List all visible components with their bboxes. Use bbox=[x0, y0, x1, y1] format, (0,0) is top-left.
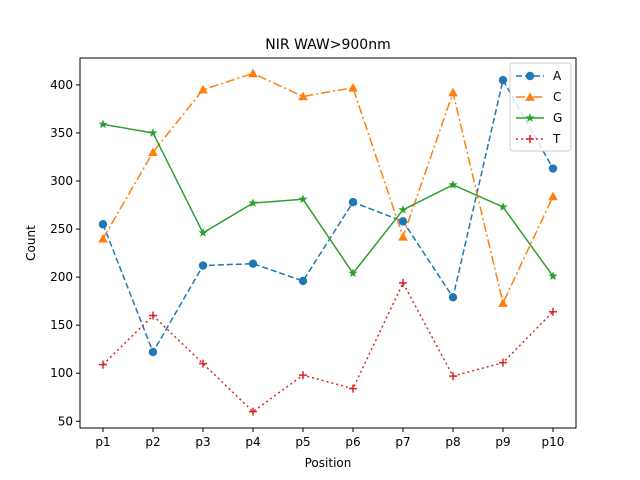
series-a bbox=[98, 75, 558, 357]
x-tick-label: p4 bbox=[245, 435, 260, 449]
y-tick-label: 200 bbox=[50, 270, 73, 284]
data-point bbox=[198, 84, 208, 94]
legend-entry: G bbox=[516, 111, 562, 125]
data-point bbox=[148, 128, 158, 137]
data-point bbox=[448, 87, 458, 97]
data-point bbox=[198, 261, 208, 270]
y-tick-label: 100 bbox=[50, 366, 73, 380]
data-point bbox=[498, 202, 508, 211]
data-point bbox=[349, 384, 357, 393]
data-point bbox=[498, 298, 508, 307]
data-point bbox=[548, 271, 558, 281]
data-point bbox=[499, 358, 507, 367]
y-tick-label: 50 bbox=[58, 414, 73, 428]
data-point bbox=[348, 268, 358, 278]
data-point bbox=[99, 360, 107, 369]
y-tick-label: 250 bbox=[50, 222, 73, 236]
x-tick-label: p6 bbox=[345, 435, 360, 449]
data-point bbox=[548, 191, 558, 201]
data-point bbox=[298, 276, 308, 286]
x-axis: p1 p2 p3 p4 p5 p6 p7 p8 p9 p10 bbox=[95, 428, 564, 449]
plot-frame bbox=[79, 57, 577, 429]
y-tick-label: 300 bbox=[50, 174, 73, 188]
series-line-a bbox=[102, 78, 554, 354]
legend-marker bbox=[525, 92, 535, 101]
series-line-t bbox=[102, 281, 554, 413]
data-point bbox=[248, 198, 258, 207]
x-tick-label: p10 bbox=[542, 435, 565, 449]
data-point bbox=[398, 217, 408, 226]
legend-entry: A bbox=[516, 69, 562, 83]
series-c bbox=[98, 68, 558, 307]
plot-area bbox=[98, 68, 558, 416]
data-point bbox=[448, 180, 458, 189]
data-point bbox=[149, 311, 157, 320]
data-point bbox=[299, 371, 307, 380]
legend-label: T bbox=[552, 132, 561, 146]
legend-marker bbox=[525, 71, 535, 81]
data-point bbox=[448, 293, 458, 302]
data-point bbox=[248, 68, 258, 78]
y-tick-label: 350 bbox=[50, 126, 73, 140]
data-point bbox=[249, 407, 257, 416]
legend-label: G bbox=[553, 111, 562, 125]
x-tick-label: p8 bbox=[445, 435, 460, 449]
data-point bbox=[98, 119, 108, 129]
legend-entry: C bbox=[516, 90, 561, 104]
series-t bbox=[99, 278, 557, 416]
data-point bbox=[298, 194, 308, 204]
data-point bbox=[549, 307, 557, 316]
data-point bbox=[399, 278, 407, 287]
x-tick-label: p5 bbox=[295, 435, 310, 449]
y-axis: 50 100 150 200 250 300 350 400 bbox=[50, 78, 80, 428]
data-point bbox=[348, 82, 358, 92]
y-tick-label: 400 bbox=[50, 78, 73, 92]
series-line-g bbox=[102, 123, 554, 277]
legend-marker bbox=[525, 113, 535, 122]
data-point bbox=[148, 147, 158, 157]
data-point bbox=[348, 197, 358, 207]
x-axis-label: Position bbox=[305, 456, 352, 470]
y-axis-label: Count bbox=[24, 225, 38, 261]
legend-label: A bbox=[553, 69, 562, 83]
data-point bbox=[498, 75, 508, 85]
data-point bbox=[449, 372, 457, 381]
data-point bbox=[199, 359, 207, 368]
data-point bbox=[98, 233, 108, 243]
legend-label: C bbox=[553, 90, 561, 104]
x-tick-label: p1 bbox=[95, 435, 110, 449]
legend-box bbox=[509, 62, 572, 152]
data-point bbox=[148, 347, 158, 357]
chart-title: NIR WAW>900nm bbox=[265, 37, 390, 53]
series-line-c bbox=[102, 72, 554, 306]
data-point bbox=[398, 231, 408, 241]
y-tick-label: 150 bbox=[50, 318, 73, 332]
data-point bbox=[298, 91, 308, 101]
x-tick-label: p2 bbox=[145, 435, 160, 449]
legend-entry: T bbox=[516, 132, 561, 146]
data-point bbox=[198, 228, 208, 237]
series-g bbox=[98, 119, 558, 281]
data-point bbox=[98, 220, 108, 229]
data-point bbox=[548, 164, 558, 173]
x-tick-label: p7 bbox=[395, 435, 410, 449]
x-tick-label: p3 bbox=[195, 435, 210, 449]
data-point bbox=[398, 205, 408, 214]
x-tick-label: p9 bbox=[495, 435, 510, 449]
legend-marker bbox=[526, 135, 534, 143]
data-point bbox=[248, 259, 258, 268]
